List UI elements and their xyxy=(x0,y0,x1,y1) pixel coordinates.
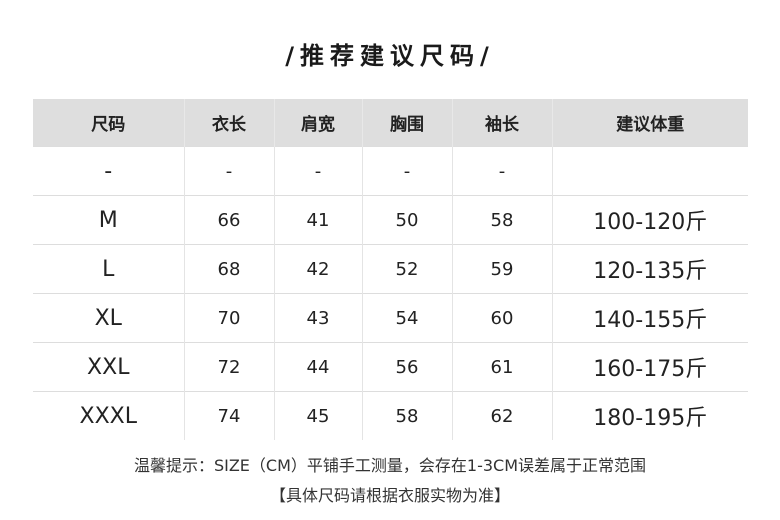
table-cell: 45 xyxy=(273,391,362,440)
table-cell xyxy=(551,146,748,196)
column-header: 建议体重 xyxy=(551,99,748,147)
table-cell: XL xyxy=(33,293,184,343)
table-cell: 68 xyxy=(183,244,274,294)
table-cell: - xyxy=(273,146,362,196)
table-header-row: 尺码 衣长 肩宽 胸围 袖长 建议体重 xyxy=(33,99,748,147)
table-cell: 100-120斤 xyxy=(551,195,748,245)
table-cell: 120-135斤 xyxy=(551,244,748,294)
table-cell: 180-195斤 xyxy=(551,391,748,440)
table-cell: 56 xyxy=(361,342,452,392)
size-table: 尺码 衣长 肩宽 胸围 袖长 建议体重 - - - - - M 66 41 50 58 100-120斤 L 68… xyxy=(33,99,748,440)
table-cell: 74 xyxy=(183,391,274,440)
table-cell: - xyxy=(361,146,452,196)
column-header: 胸围 xyxy=(361,99,452,147)
table-row: M 66 41 50 58 100-120斤 xyxy=(33,195,748,245)
page-title: /推荐建议尺码/ xyxy=(285,42,495,70)
table-row: XL 70 43 54 60 140-155斤 xyxy=(33,293,748,343)
column-header: 肩宽 xyxy=(273,99,362,147)
table-row: XXL 72 44 56 61 160-175斤 xyxy=(33,342,748,392)
table-cell: 59 xyxy=(451,244,552,294)
table-cell: 160-175斤 xyxy=(551,342,748,392)
measurement-note: 温馨提示：SIZE（CM）平铺手工测量，会存在1-3CM误差属于正常范围 xyxy=(133,456,647,475)
table-cell: 44 xyxy=(273,342,362,392)
table-cell: - xyxy=(451,146,552,196)
reference-note: 【具体尺码请根据衣服实物为准】 xyxy=(269,486,510,505)
table-cell: XXXL xyxy=(33,391,184,440)
table-cell: M xyxy=(33,195,184,245)
table-cell: 72 xyxy=(183,342,274,392)
table-row: L 68 42 52 59 120-135斤 xyxy=(33,244,748,294)
table-cell: 70 xyxy=(183,293,274,343)
column-header: 尺码 xyxy=(33,99,184,147)
table-cell: XXL xyxy=(33,342,184,392)
table-cell: 60 xyxy=(451,293,552,343)
column-header: 衣长 xyxy=(183,99,274,147)
table-cell: 140-155斤 xyxy=(551,293,748,343)
table-cell: 50 xyxy=(361,195,452,245)
table-cell: 58 xyxy=(361,391,452,440)
table-row: ----- xyxy=(33,146,748,196)
column-header: 袖长 xyxy=(451,99,552,147)
table-row: XXXL 74 45 58 62 180-195斤 xyxy=(33,391,748,440)
table-cell: 62 xyxy=(451,391,552,440)
table-cell: 52 xyxy=(361,244,452,294)
table-cell: - xyxy=(33,146,184,196)
table-cell: 54 xyxy=(361,293,452,343)
table-cell: 43 xyxy=(273,293,362,343)
table-cell: - xyxy=(183,146,274,196)
table-cell: 61 xyxy=(451,342,552,392)
table-cell: 41 xyxy=(273,195,362,245)
table-cell: 58 xyxy=(451,195,552,245)
table-cell: 42 xyxy=(273,244,362,294)
table-cell: L xyxy=(33,244,184,294)
table-cell: 66 xyxy=(183,195,274,245)
